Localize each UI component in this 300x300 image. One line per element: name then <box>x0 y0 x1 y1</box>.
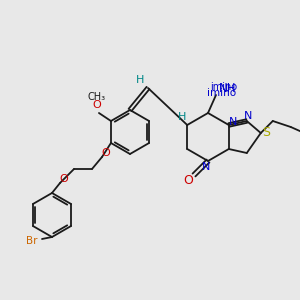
Text: imino: imino <box>207 88 237 98</box>
Text: N: N <box>229 117 237 127</box>
Text: CH₃: CH₃ <box>88 92 106 102</box>
Text: NH: NH <box>219 82 237 95</box>
Text: H: H <box>178 112 186 122</box>
Text: imino: imino <box>210 82 238 92</box>
Text: N: N <box>202 162 210 172</box>
Text: H: H <box>136 75 144 85</box>
Text: O: O <box>102 148 110 158</box>
Text: S: S <box>262 127 270 140</box>
Text: N: N <box>244 111 252 121</box>
Text: O: O <box>93 100 101 110</box>
Text: O: O <box>60 174 68 184</box>
Text: Br: Br <box>26 236 38 246</box>
Text: O: O <box>183 173 193 187</box>
